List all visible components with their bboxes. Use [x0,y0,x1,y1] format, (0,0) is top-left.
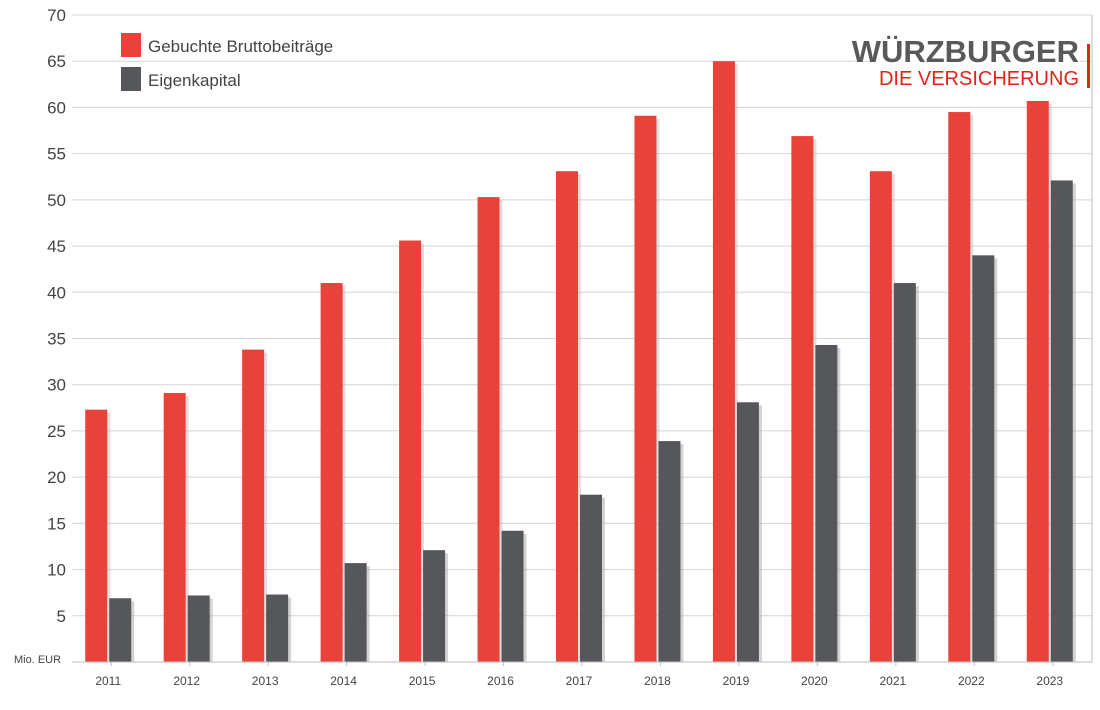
y-tick-label: 70 [47,6,66,25]
y-tick-label: 5 [57,607,66,626]
bar-eigenkapital [266,594,289,662]
bar-bruttobeitraege [869,171,892,662]
bar-bruttobeitraege [634,115,657,663]
logo-backdrop [870,36,1080,96]
bar-bruttobeitraege [556,171,578,662]
y-tick-label: 20 [47,468,66,487]
legend-label-eigenkapital: Eigenkapital [148,71,241,90]
x-tick-label: 2020 [801,674,828,688]
y-tick-label: 45 [47,237,66,256]
bar-eigenkapital [815,344,838,662]
logo-wordmark: WÜRZBURGER [852,34,1079,69]
x-tick-label: 2011 [95,674,121,688]
bar-eigenkapital [893,283,916,662]
y-tick-label: 10 [47,561,66,580]
bar-bruttobeitraege [1026,100,1049,663]
bar-bruttobeitraege [242,349,265,662]
bar-eigenkapital [423,550,446,662]
bar-eigenkapital [580,494,602,662]
x-tick-label: 2015 [409,674,436,688]
bar-bruttobeitraege [712,61,735,662]
y-tick-label: 60 [47,98,66,117]
y-tick-label: 30 [47,376,66,395]
bar-eigenkapital [658,441,681,662]
x-tick-label: 2023 [1036,674,1063,688]
x-tick-label: 2012 [173,674,200,688]
legend-swatch-bruttobeitraege [121,33,141,57]
bar-bruttobeitraege [320,283,343,662]
logo-accent-bar [1087,44,1090,88]
x-tick-label: 2014 [330,674,357,688]
y-tick-label: 25 [47,422,66,441]
y-tick-label: 65 [47,52,66,71]
logo-tagline: DIE VERSICHERUNG [879,68,1079,90]
y-tick-label: 55 [47,145,66,164]
axes: 5 10 15 20 25 30 35 40 45 50 55 60 65 70 2011 2012 2013 2… [47,6,1093,688]
y-tick-label: 40 [47,283,66,302]
bar-bruttobeitraege [163,393,186,662]
x-tick-label: 2021 [879,674,906,688]
x-tick-label: 2018 [644,674,671,688]
bar-bruttobeitraege [791,136,814,662]
bar-eigenkapital [1050,180,1073,662]
bar-eigenkapital [501,530,524,662]
legend-label-bruttobeitraege: Gebuchte Bruttobeiträge [148,37,333,56]
bar-eigenkapital [109,598,132,662]
x-tick-label: 2016 [487,674,514,688]
x-tick-label: 2017 [566,674,593,688]
y-tick-label: 35 [47,330,66,349]
x-tick-label: 2019 [723,674,750,688]
bar-eigenkapital [972,255,995,663]
brand-logo: WÜRZBURGER DIE VERSICHERUNG [852,34,1090,96]
legend: Gebuchte Bruttobeiträge Eigenkapital [121,33,333,91]
y-tick-label: 15 [47,514,66,533]
bar-bruttobeitraege [477,197,500,662]
x-tick-label: 2013 [252,674,279,688]
bar-eigenkapital [344,563,367,662]
bar-eigenkapital [736,402,759,662]
y-unit-label: Mio. EUR [14,654,61,666]
bar-bruttobeitraege [399,240,422,663]
bars [85,61,1076,663]
bar-eigenkapital [187,595,210,662]
x-tick-label: 2022 [958,674,985,688]
bar-bruttobeitraege [948,112,971,663]
legend-swatch-eigenkapital [121,67,141,91]
bar-bruttobeitraege [85,409,108,662]
y-tick-label: 50 [47,191,66,210]
